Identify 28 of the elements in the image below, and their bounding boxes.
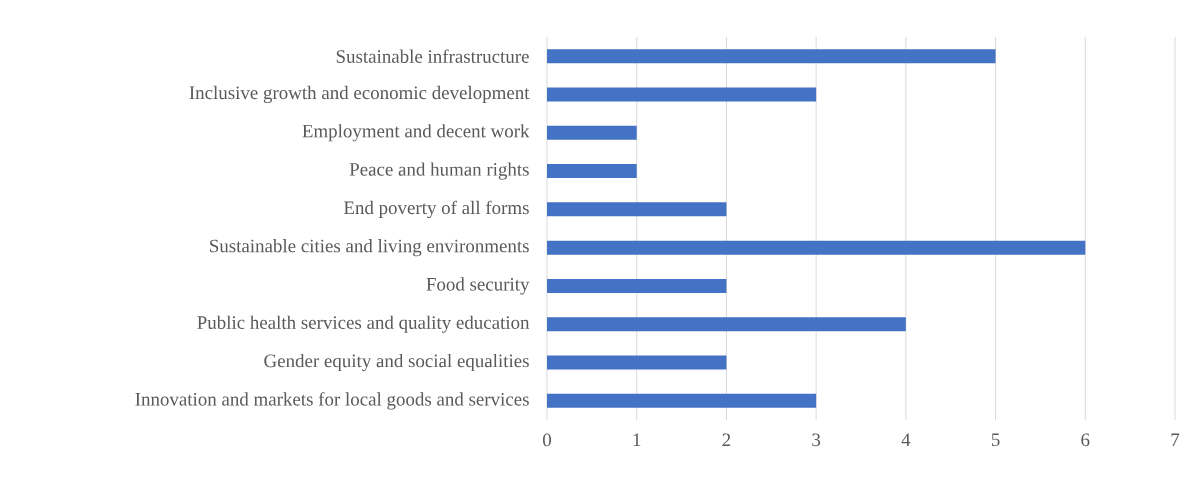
x-tick-label: 4 <box>901 433 911 446</box>
x-tick-label: 5 <box>991 433 1000 447</box>
y-tick-label: Public health services and quality education <box>197 315 530 333</box>
bar <box>547 355 727 370</box>
bar <box>547 125 637 140</box>
y-tick-label: Innovation and markets for local goods and services <box>135 392 529 410</box>
x-tick-label: 0 <box>542 433 552 447</box>
y-tick-label: Gender equity and social equalities <box>264 353 529 372</box>
bar <box>547 278 727 293</box>
y-tick-label: Inclusive growth and economic development <box>189 85 530 104</box>
x-tick-label: 7 <box>1171 433 1180 446</box>
x-tick-label: 3 <box>812 433 821 447</box>
x-tick-label: 2 <box>722 433 731 447</box>
bar <box>547 393 817 408</box>
y-tick-label: Food security <box>426 277 530 295</box>
y-tick-label: End poverty of all forms <box>343 200 529 219</box>
x-tick-label: 1 <box>633 433 641 447</box>
bar <box>547 87 817 102</box>
bar <box>547 202 727 217</box>
bar <box>547 240 1086 255</box>
bar <box>547 49 996 64</box>
y-tick-label: Sustainable cities and living environments <box>210 239 529 257</box>
y-tick-label: Employment and decent work <box>302 124 530 142</box>
y-tick-label: Peace and human rights <box>349 162 529 180</box>
bar <box>547 164 637 179</box>
y-tick-label: Sustainable infrastructure <box>336 49 529 63</box>
bar <box>547 317 906 332</box>
x-tick-label: 6 <box>1081 433 1090 447</box>
